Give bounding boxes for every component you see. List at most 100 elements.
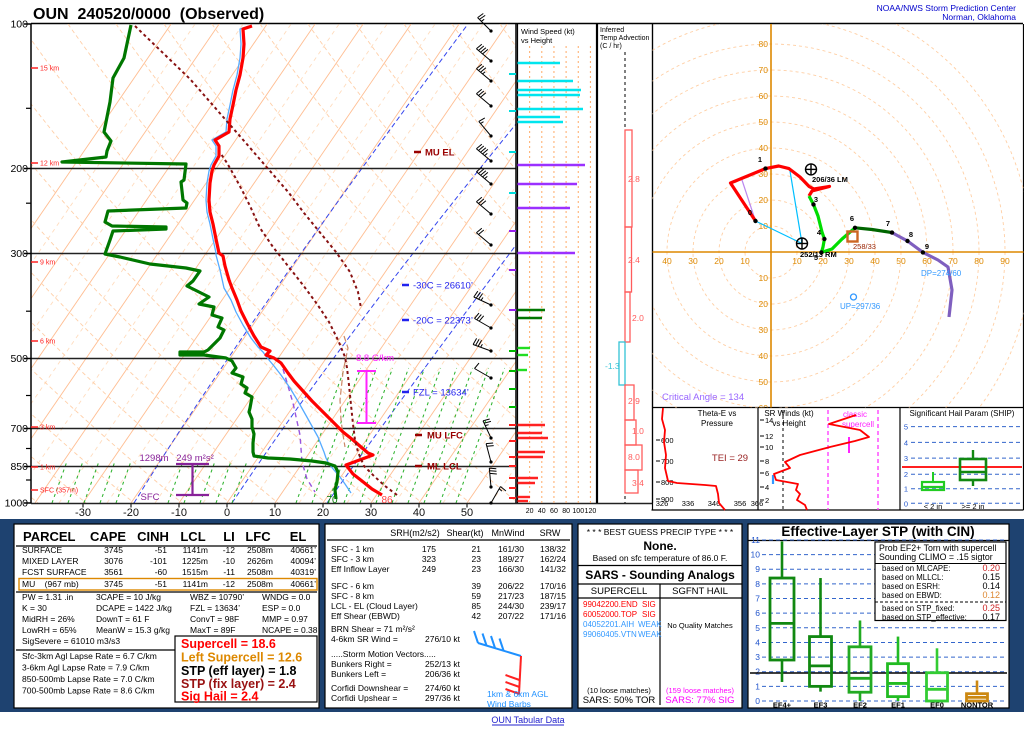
svg-text:-10: -10 <box>171 507 187 519</box>
svg-text:60: 60 <box>922 256 932 266</box>
svg-text:10: 10 <box>759 221 769 231</box>
svg-text:SFC: SFC <box>141 492 160 503</box>
svg-text:Inferred: Inferred <box>600 27 624 34</box>
svg-text:3 km: 3 km <box>40 425 55 432</box>
svg-text:9 km: 9 km <box>40 260 55 267</box>
svg-text:700-500mb Lapse Rate = 8.6 C/: 700-500mb Lapse Rate = 8.6 C/km <box>22 686 155 696</box>
svg-text:MeanW = 15.3 g/kg: MeanW = 15.3 g/kg <box>96 625 170 635</box>
svg-text:11: 11 <box>751 535 760 545</box>
svg-text:40: 40 <box>662 256 672 266</box>
svg-text:DCAPE = 1422 J/kg: DCAPE = 1422 J/kg <box>96 603 172 613</box>
svg-text:0: 0 <box>904 499 908 508</box>
svg-text:< 2 in: < 2 in <box>924 502 943 511</box>
svg-text:40: 40 <box>538 508 546 515</box>
svg-text:252/13 RM: 252/13 RM <box>800 250 837 259</box>
svg-text:70: 70 <box>326 495 338 506</box>
svg-text:189/27: 189/27 <box>498 554 524 564</box>
svg-text:141/32: 141/32 <box>540 564 566 574</box>
svg-text:244/30: 244/30 <box>498 601 524 611</box>
svg-text:(10 loose matches): (10 loose matches) <box>587 686 651 695</box>
svg-text:40661’: 40661’ <box>290 545 316 555</box>
svg-text:SFC - 8 km: SFC - 8 km <box>331 591 374 601</box>
svg-text:258/33: 258/33 <box>853 242 876 251</box>
svg-text:Sig Hail = 2.4: Sig Hail = 2.4 <box>181 690 259 704</box>
svg-text:800: 800 <box>661 478 674 487</box>
svg-text:-1.3: -1.3 <box>605 361 620 371</box>
svg-text:0.20: 0.20 <box>982 563 1000 573</box>
svg-text:UP=297/36: UP=297/36 <box>840 302 881 311</box>
svg-text:.....Storm Motion Vectors.....: .....Storm Motion Vectors..... <box>331 649 436 659</box>
svg-text:ESP = 0.0: ESP = 0.0 <box>262 603 301 613</box>
svg-text:3745: 3745 <box>104 545 123 555</box>
svg-text:-20C = 22373’: -20C = 22373’ <box>413 316 473 327</box>
svg-text:SARS: 77% SIG: SARS: 77% SIG <box>665 695 734 706</box>
svg-text:900: 900 <box>661 495 674 504</box>
svg-text:276/10 kt: 276/10 kt <box>425 634 461 644</box>
svg-text:346: 346 <box>708 499 721 508</box>
svg-text:3: 3 <box>814 195 818 204</box>
svg-text:10: 10 <box>740 256 750 266</box>
svg-text:LFC: LFC <box>245 529 271 544</box>
svg-text:TEI = 29: TEI = 29 <box>712 453 748 464</box>
svg-text:12 km: 12 km <box>40 161 59 168</box>
svg-text:MU EL: MU EL <box>425 148 455 159</box>
svg-text:323: 323 <box>422 554 436 564</box>
svg-text:4: 4 <box>904 438 908 447</box>
svg-text:0.14: 0.14 <box>982 581 1000 591</box>
svg-text:4-6km SR Wind =: 4-6km SR Wind = <box>331 634 398 644</box>
svg-text:-11: -11 <box>223 567 235 577</box>
svg-text:SURFACE: SURFACE <box>22 545 62 555</box>
svg-text:Prob EF2+ Torn with supercell: Prob EF2+ Torn with supercell <box>879 543 996 553</box>
svg-text:3: 3 <box>904 454 908 463</box>
svg-text:500: 500 <box>10 353 28 365</box>
svg-text:1.0: 1.0 <box>632 426 644 436</box>
svg-text:42: 42 <box>472 611 482 621</box>
svg-text:23: 23 <box>472 564 482 574</box>
svg-text:100: 100 <box>10 19 28 31</box>
svg-text:FCST SURFACE: FCST SURFACE <box>22 567 87 577</box>
svg-text:23: 23 <box>472 554 482 564</box>
svg-text:3: 3 <box>755 652 760 662</box>
svg-text:SFC - 1 km: SFC - 1 km <box>331 544 374 554</box>
svg-text:8.8 C/km: 8.8 C/km <box>356 353 394 364</box>
svg-text:10: 10 <box>751 550 761 560</box>
svg-text:30: 30 <box>759 169 769 179</box>
svg-text:(159 loose matches): (159 loose matches) <box>666 686 734 695</box>
svg-text:30: 30 <box>688 256 698 266</box>
svg-text:MU LFC: MU LFC <box>427 431 463 442</box>
svg-text:162/24: 162/24 <box>540 554 566 564</box>
svg-text:206/36 kt: 206/36 kt <box>425 669 461 679</box>
svg-text:Norman, Oklahoma: Norman, Oklahoma <box>942 12 1016 22</box>
svg-text:5: 5 <box>755 623 760 633</box>
svg-text:1km & 6km AGL: 1km & 6km AGL <box>487 689 549 699</box>
svg-text:3076: 3076 <box>104 556 123 566</box>
svg-text:850: 850 <box>10 461 28 473</box>
svg-text:based on EBWD:: based on EBWD: <box>882 591 942 600</box>
svg-text:based on STP_effective:: based on STP_effective: <box>882 613 967 622</box>
svg-text:166/30: 166/30 <box>498 564 524 574</box>
svg-text:138/32: 138/32 <box>540 544 566 554</box>
svg-text:CAPE: CAPE <box>90 529 126 544</box>
svg-text:274/60 kt: 274/60 kt <box>425 683 461 693</box>
svg-text:-51: -51 <box>155 579 168 589</box>
svg-text:850-500mb Lapse Rate = 7.0 C/: 850-500mb Lapse Rate = 7.0 C/km <box>22 674 155 684</box>
svg-text:vs Height: vs Height <box>521 36 553 45</box>
svg-text:700: 700 <box>661 457 674 466</box>
svg-text:EF2: EF2 <box>853 701 867 710</box>
svg-text:297/36 kt: 297/36 kt <box>425 693 461 703</box>
svg-text:6 km: 6 km <box>40 339 55 346</box>
svg-text:217/23: 217/23 <box>498 591 524 601</box>
svg-text:120: 120 <box>585 508 597 515</box>
svg-text:NCAPE = 0.38: NCAPE = 0.38 <box>262 625 318 635</box>
svg-text:FZL = 13634’: FZL = 13634’ <box>413 388 469 399</box>
svg-text:MMP = 0.97: MMP = 0.97 <box>262 614 308 624</box>
svg-text:0.25: 0.25 <box>982 603 1000 613</box>
svg-text:MIXED LAYER: MIXED LAYER <box>22 556 79 566</box>
svg-text:10: 10 <box>759 273 769 283</box>
svg-text:based on MLCAPE:: based on MLCAPE: <box>882 564 950 573</box>
svg-text:90: 90 <box>1000 256 1010 266</box>
svg-text:CINH: CINH <box>137 529 169 544</box>
svg-text:2508m: 2508m <box>247 567 273 577</box>
svg-text:-30: -30 <box>75 507 91 519</box>
svg-text:99060405.VTN: 99060405.VTN <box>583 630 637 639</box>
